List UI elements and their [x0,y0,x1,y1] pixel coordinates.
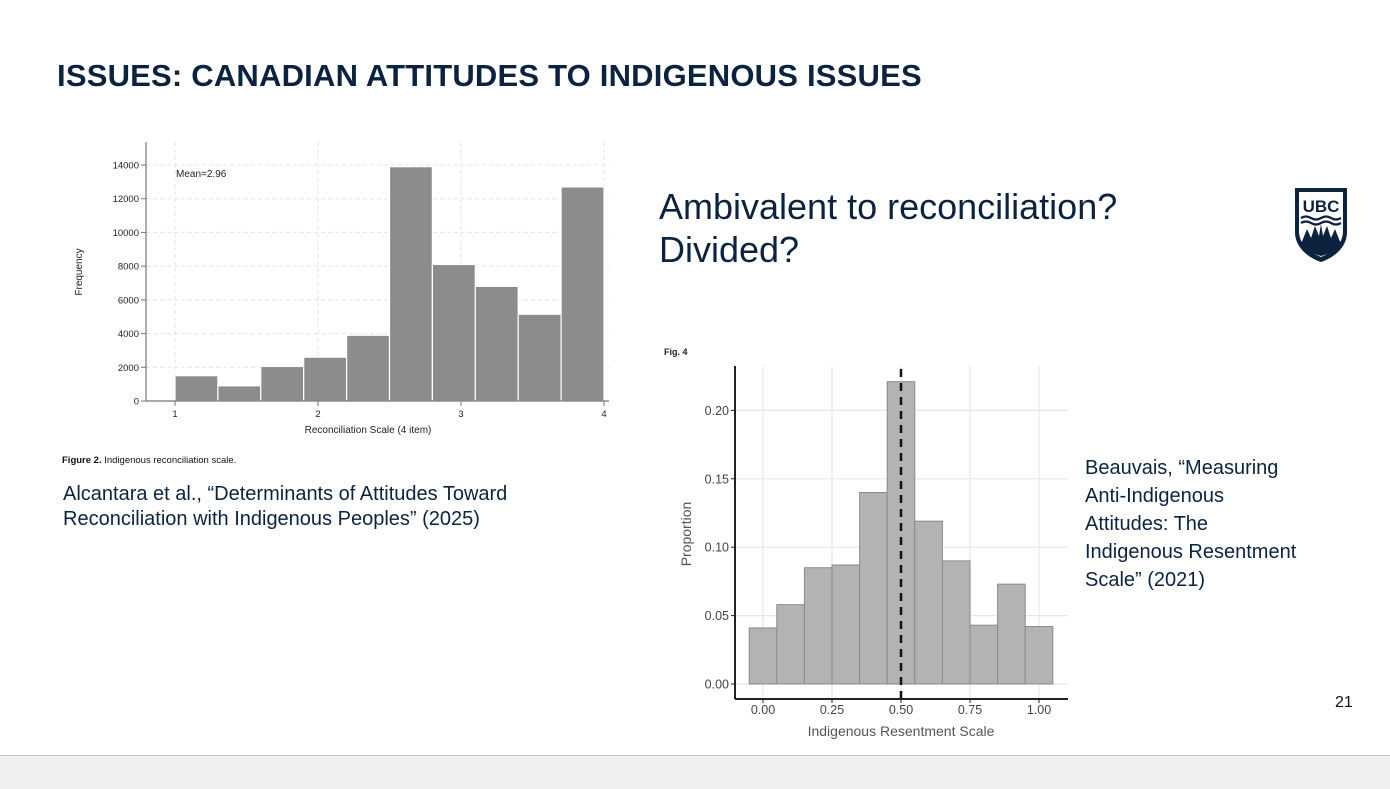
right-chart-ylabel: Proportion [678,502,694,567]
svg-text:2000: 2000 [118,363,139,374]
histogram-bar [174,375,219,402]
histogram-bar [260,365,305,402]
figure-2-text: Indigenous reconciliation scale. [104,455,237,466]
svg-text:12000: 12000 [113,194,139,205]
resentment-histogram: Fig. 4 0.00 0.05 0.10 0.15 0.20 0.00 0.25 0.50… [664,347,1068,739]
svg-text:14000: 14000 [113,161,139,172]
svg-text:0.00: 0.00 [751,703,775,717]
svg-text:0.00: 0.00 [705,678,729,692]
svg-text:0.15: 0.15 [705,472,729,486]
mean-annotation: Mean=2.96 [176,169,227,180]
svg-text:0.75: 0.75 [958,703,982,717]
reconciliation-histogram: 0 2000 4000 6000 8000 10000 12000 14000 1 2 3 4 Me… [74,142,609,436]
citation-line: Alcantara et al., “Determinants of Attit… [63,483,508,505]
svg-text:UBC: UBC [1303,197,1340,216]
right-chart-xlabel: Indigenous Resentment Scale [808,723,995,739]
left-chart-grid [146,142,609,401]
histogram-bar [941,560,971,685]
figure-2-caption: Figure 2. Indigenous reconciliation scal… [62,455,236,466]
svg-text:0.50: 0.50 [889,703,913,717]
histogram-bar [217,385,262,402]
histogram-bar [831,564,861,685]
page-number: 21 [1335,694,1353,711]
svg-text:8000: 8000 [118,262,139,273]
alcantara-citation: Alcantara et al., “Determinants of Attit… [63,482,507,532]
histogram-bar [474,285,519,402]
histogram-bar [346,334,391,402]
right-chart-bars [748,381,1054,685]
left-chart-xticks: 1 2 3 4 [172,401,607,420]
histogram-bar [997,583,1026,685]
beauvais-citation: Beauvais, “Measuring Anti-Indigenous Attit… [1085,454,1365,594]
subtitle-line-2: Divided? [659,229,800,270]
citation-line: Reconciliation with Indigenous Peoples” … [63,508,480,530]
histogram-bar [969,624,999,685]
histogram-bar [1024,626,1054,685]
svg-text:10000: 10000 [113,228,139,239]
left-chart-yticks: 0 2000 4000 6000 8000 10000 12000 14000 [113,161,146,408]
svg-text:4: 4 [601,409,606,420]
svg-text:0.05: 0.05 [705,609,729,623]
histogram-bar [914,520,943,685]
slide-subtitle: Ambivalent to reconciliation? Divided? [659,185,1117,271]
right-chart-xticks: 0.00 0.25 0.50 0.75 1.00 [751,699,1051,717]
svg-text:0.20: 0.20 [705,404,729,418]
histogram-bar [803,567,833,685]
svg-text:4000: 4000 [118,329,139,340]
left-chart-ylabel: Frequency [74,248,85,295]
left-chart-bars [174,166,605,402]
svg-text:6000: 6000 [118,295,139,306]
histogram-bar [431,263,476,402]
svg-text:1.00: 1.00 [1027,703,1051,717]
svg-text:0.25: 0.25 [820,703,844,717]
svg-text:0.10: 0.10 [705,541,729,555]
ubc-logo-icon: UBC [1295,188,1347,262]
right-chart-yticks: 0.00 0.05 0.10 0.15 0.20 [705,404,735,692]
footer-bar [0,755,1390,789]
histogram-bar [388,166,434,402]
svg-text:2: 2 [315,409,320,420]
histogram-bar [517,313,562,402]
histogram-bar [303,356,348,402]
slide-title: ISSUES: CANADIAN ATTITUDES TO INDIGENOUS… [57,58,922,93]
svg-text:1: 1 [172,409,177,420]
histogram-bar [859,491,888,685]
left-chart-xlabel: Reconciliation Scale (4 item) [305,425,432,436]
citation-line: Indigenous Resentment [1085,541,1297,563]
citation-line: Attitudes: The [1085,513,1209,535]
citation-line: Scale” (2021) [1085,569,1206,591]
histogram-bar [560,186,605,402]
histogram-bar [776,604,805,685]
citation-line: Beauvais, “Measuring [1085,457,1279,479]
citation-line: Anti-Indigenous [1085,485,1224,507]
fig-4-label: Fig. 4 [664,347,688,357]
svg-text:3: 3 [458,409,463,420]
subtitle-line-1: Ambivalent to reconciliation? [659,186,1118,227]
figure-2-label: Figure 2. [62,455,102,466]
svg-text:0: 0 [134,397,139,408]
histogram-bar [748,627,778,685]
